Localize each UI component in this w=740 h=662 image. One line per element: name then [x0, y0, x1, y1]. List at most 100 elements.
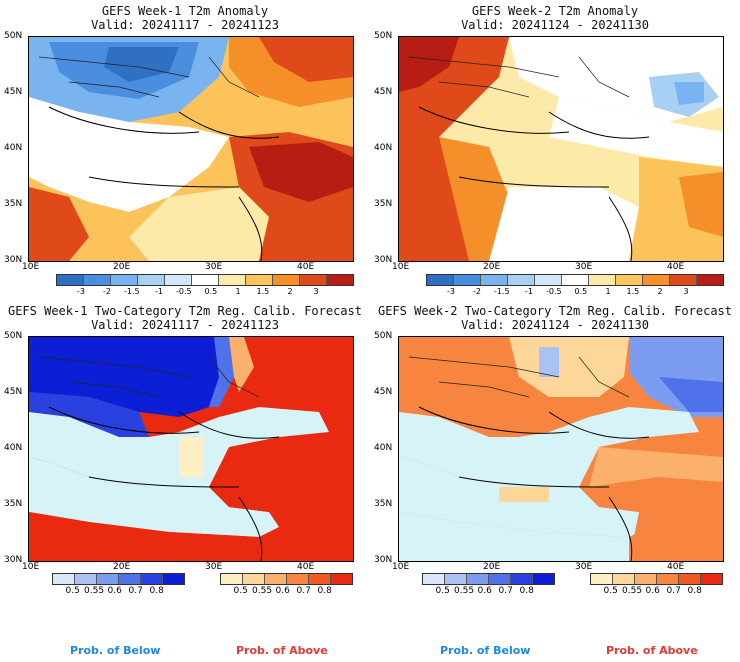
panel-valid-dates: Valid: 20241117 - 20241123 — [91, 18, 279, 32]
colorbar-swatch — [246, 275, 273, 285]
colorbar-swatch — [75, 574, 97, 584]
lat-label: 35N — [4, 199, 23, 209]
colorbar-swatch — [657, 574, 679, 584]
colorbar-swatch — [219, 275, 246, 285]
lon-label: 40E — [297, 562, 315, 572]
colorbar-swatch — [697, 275, 723, 285]
colorbar-swatch — [591, 574, 613, 584]
colorbar-swatch — [427, 275, 454, 285]
colorbar-tick-label: 0.5 — [603, 586, 618, 596]
colorbar-swatch — [643, 275, 670, 285]
panel-title: GEFS Week-1 T2m Anomaly — [101, 4, 269, 18]
colorbar-swatch — [243, 574, 265, 584]
lon-label: 40E — [297, 262, 315, 272]
colorbar-swatch — [111, 275, 138, 285]
colorbar-swatch — [635, 574, 657, 584]
lon-label: 40E — [667, 562, 685, 572]
colorbar-swatch — [613, 574, 635, 584]
lon-label: 20E — [113, 262, 131, 272]
anomaly-map — [28, 36, 354, 262]
colorbar-tick-label: -3 — [77, 287, 85, 296]
colorbar-tick-label: 0.8 — [687, 586, 702, 596]
colorbar-swatch — [616, 275, 643, 285]
colorbar-swatch — [331, 574, 352, 584]
lat-label: 30N — [4, 555, 23, 565]
colorbar-tick-label: 3 — [313, 287, 319, 296]
lat-label: 45N — [374, 87, 393, 97]
lat-label: 50N — [374, 31, 393, 41]
colorbar-tick-label: 0.5 — [574, 287, 588, 296]
colorbar-tick-label: 1 — [605, 287, 611, 296]
lon-label: 20E — [113, 562, 131, 572]
lat-label: 40N — [374, 443, 393, 453]
lat-label: 40N — [4, 143, 23, 153]
lat-label: 35N — [374, 199, 393, 209]
colorbar-swatch — [679, 574, 701, 584]
anomaly-colorbar — [56, 274, 354, 286]
colorbar-tick-label: 0.55 — [84, 586, 105, 596]
panel-valid-dates: Valid: 20241124 - 20241130 — [461, 18, 649, 32]
colorbar-tick-label: 1.5 — [256, 287, 270, 296]
colorbar-tick-label: -0.5 — [546, 287, 562, 296]
colorbar-tick-label: -0.5 — [176, 287, 192, 296]
colorbar-swatch — [221, 574, 243, 584]
colorbar-tick-label: 0.5 — [435, 586, 450, 596]
colorbar-swatch — [97, 574, 119, 584]
colorbar-tick-label: 0.7 — [128, 586, 143, 596]
lat-label: 40N — [374, 143, 393, 153]
lat-label: 40N — [4, 443, 23, 453]
prob-below-legend-label: Prob. of Below — [440, 644, 531, 657]
prob-below-colorbar — [52, 573, 185, 585]
colorbar-tick-label: 0.8 — [149, 586, 164, 596]
colorbar-swatch — [467, 574, 489, 584]
colorbar-tick-label: 0.8 — [519, 586, 534, 596]
colorbar-tick-label: 2 — [657, 287, 663, 296]
colorbar-swatch — [192, 275, 219, 285]
lon-label: 20E — [483, 562, 501, 572]
lon-label: 20E — [483, 262, 501, 272]
colorbar-tick-label: 0.7 — [296, 586, 311, 596]
anomaly-map — [398, 36, 724, 262]
colorbar-swatch — [300, 275, 327, 285]
anomaly-colorbar — [426, 274, 724, 286]
colorbar-swatch — [141, 574, 163, 584]
colorbar-tick-label: -1.5 — [124, 287, 140, 296]
colorbar-swatch — [562, 275, 589, 285]
colorbar-tick-label: 0.5 — [204, 287, 218, 296]
colorbar-tick-label: -2 — [103, 287, 111, 296]
colorbar-tick-label: 0.5 — [233, 586, 248, 596]
prob-below-colorbar — [422, 573, 555, 585]
lon-label: 30E — [205, 562, 223, 572]
lat-label: 35N — [4, 499, 23, 509]
panel-title: GEFS Week-2 T2m Anomaly — [471, 4, 639, 18]
lat-label: 30N — [374, 255, 393, 265]
colorbar-swatch — [481, 275, 508, 285]
colorbar-tick-label: 0.6 — [477, 586, 492, 596]
prob-above-colorbar — [590, 573, 723, 585]
panel-week1-probability: GEFS Week-1 Two-Category T2m Reg. Calib.… — [0, 300, 370, 600]
colorbar-swatch — [273, 275, 300, 285]
lon-label: 40E — [667, 262, 685, 272]
colorbar-tick-label: -3 — [447, 287, 455, 296]
lat-label: 45N — [4, 87, 23, 97]
lat-label: 45N — [4, 387, 23, 397]
colorbar-swatch — [119, 574, 141, 584]
probability-map — [28, 336, 354, 562]
colorbar-tick-label: 0.7 — [666, 586, 681, 596]
prob-above-legend-label: Prob. of Above — [606, 644, 698, 657]
colorbar-tick-label: 1 — [235, 287, 241, 296]
colorbar-swatch — [423, 574, 445, 584]
lon-label: 10E — [392, 562, 410, 572]
lat-label: 45N — [374, 387, 393, 397]
colorbar-swatch — [589, 275, 616, 285]
colorbar-swatch — [53, 574, 75, 584]
panel-week1-anomaly: GEFS Week-1 T2m Anomaly Valid: 20241117 … — [0, 0, 370, 300]
lon-label: 30E — [575, 562, 593, 572]
panel-title: GEFS Week-2 Two-Category T2m Reg. Calib.… — [377, 304, 732, 318]
colorbar-tick-label: -1 — [525, 287, 533, 296]
lon-label: 30E — [205, 262, 223, 272]
colorbar-swatch — [165, 275, 192, 285]
lat-label: 50N — [4, 31, 23, 41]
colorbar-swatch — [670, 275, 697, 285]
lat-label: 30N — [4, 255, 23, 265]
